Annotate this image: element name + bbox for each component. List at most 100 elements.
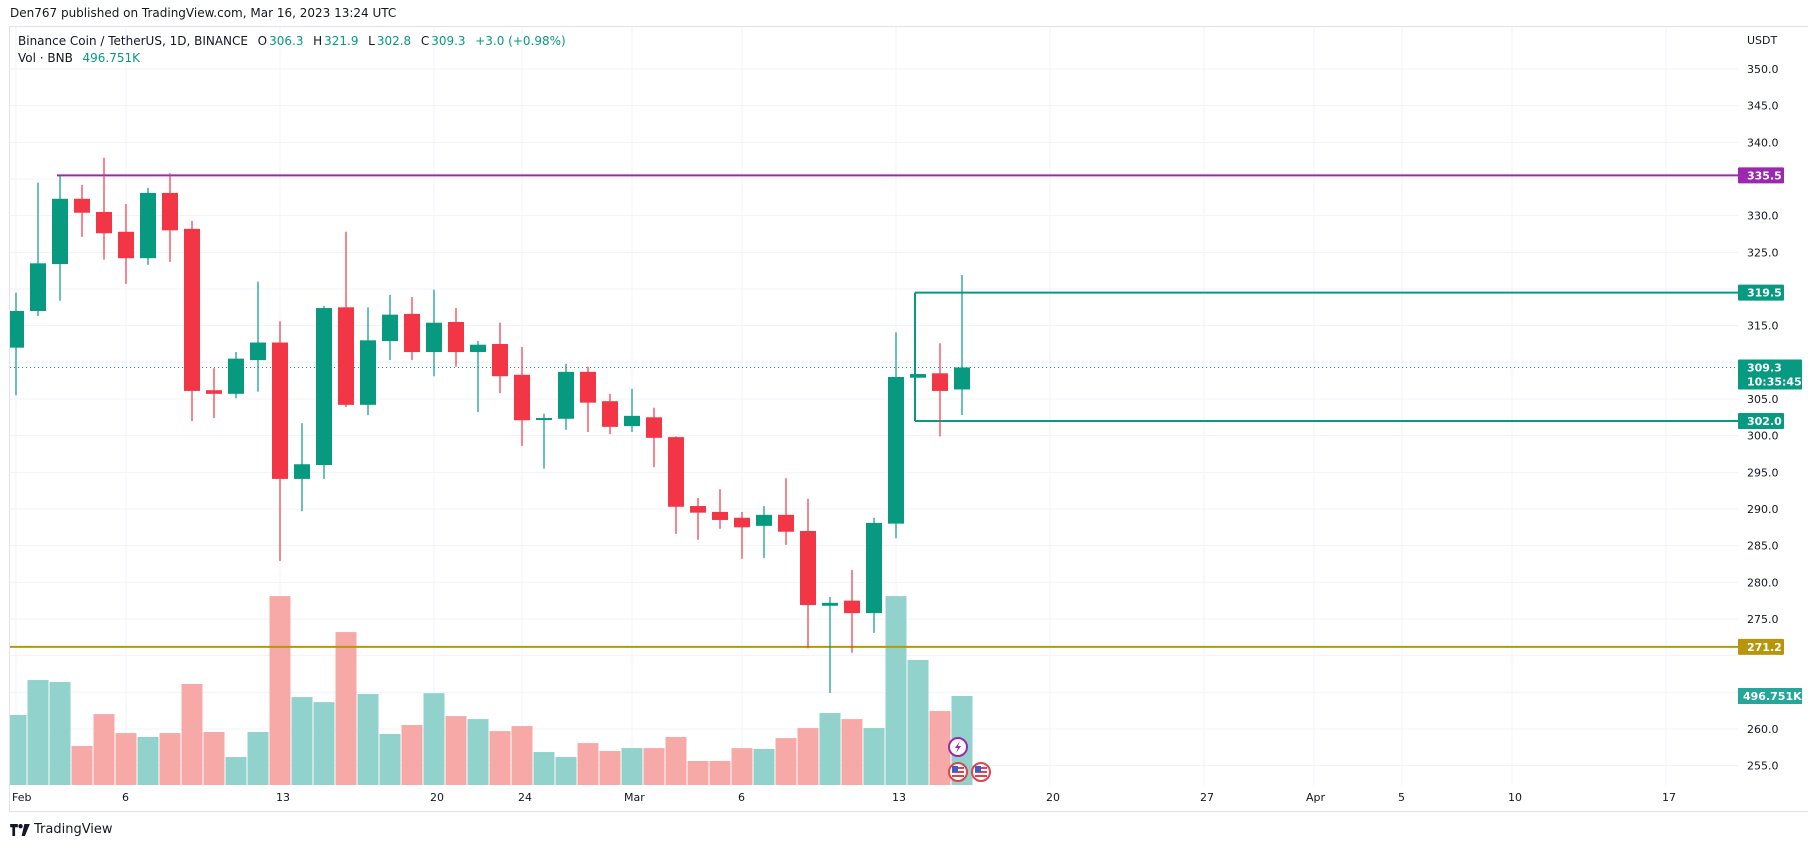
time-tick: Feb — [12, 791, 31, 804]
price-tick: 315.0 — [1747, 320, 1779, 333]
volume-label[interactable]: Vol · BNB — [18, 51, 73, 65]
candle — [756, 506, 772, 559]
candle — [778, 478, 794, 545]
candle — [580, 366, 596, 432]
volume-bar — [929, 711, 951, 785]
event-icons[interactable] — [948, 737, 991, 782]
horizontal-lines[interactable] — [10, 174, 1738, 648]
legend-line-main: Binance Coin / TetherUS, 1D, BINANCE O 30… — [18, 33, 568, 50]
symbol-title[interactable]: Binance Coin / TetherUS, 1D, BINANCE — [18, 34, 248, 48]
volume-value: 496.751K — [82, 51, 140, 65]
time-tick: 24 — [518, 791, 532, 804]
candle — [492, 322, 508, 394]
volume-bar — [445, 716, 467, 785]
candle — [10, 292, 24, 396]
candle — [206, 368, 222, 419]
us-flag-event-icon[interactable] — [971, 762, 991, 782]
price-tick: 330.0 — [1747, 210, 1779, 223]
price-tick: 300.0 — [1747, 430, 1779, 443]
volume-bar — [203, 731, 225, 785]
candle — [404, 297, 420, 361]
lightning-event-icon[interactable] — [948, 737, 968, 757]
low-value: 302.8 — [376, 34, 412, 48]
price-tick: 280.0 — [1747, 576, 1779, 589]
price-tick: 350.0 — [1747, 63, 1779, 76]
volume-bar — [687, 761, 709, 785]
candle — [294, 423, 310, 512]
volume-bar — [665, 737, 687, 785]
candle — [932, 343, 948, 437]
time-scale[interactable]: Feb 6 13 20 24 Mar 6 13 20 27 Apr 5 10 17 — [12, 791, 1676, 804]
volume-price-label: 496.751K — [1738, 688, 1802, 704]
candle — [228, 352, 244, 399]
volume-bar — [357, 694, 379, 785]
svg-text:271.2: 271.2 — [1747, 641, 1782, 654]
time-tick: 6 — [738, 791, 745, 804]
volume-bar — [775, 738, 797, 785]
open-label: O — [257, 34, 268, 48]
candle — [822, 596, 838, 694]
candle — [558, 363, 574, 430]
line-price-label: 335.5 — [1738, 167, 1784, 184]
time-tick: 5 — [1398, 791, 1405, 804]
price-scale[interactable]: USDT 350.0 345.0 340.0 330.0 325.0 315.0 305.0 3… — [1738, 27, 1808, 811]
volume-bar — [841, 719, 863, 785]
price-tick: 340.0 — [1747, 136, 1779, 149]
volume-bar — [797, 728, 819, 785]
volume-bar — [577, 743, 599, 785]
svg-text:302.0: 302.0 — [1747, 415, 1782, 428]
candle — [712, 489, 728, 529]
candle — [52, 175, 68, 301]
time-tick: 20 — [1046, 791, 1060, 804]
brand-name: TradingView — [34, 822, 113, 837]
svg-text:335.5: 335.5 — [1747, 169, 1782, 182]
time-tick: 27 — [1200, 791, 1214, 804]
volume-bar — [533, 752, 555, 785]
volume-bar — [621, 748, 643, 785]
volume-bar — [885, 596, 907, 785]
candle — [646, 407, 662, 468]
volume-bar — [863, 728, 885, 785]
candle — [316, 305, 332, 479]
price-tick: 285.0 — [1747, 540, 1779, 553]
candle — [602, 393, 618, 435]
line-price-label: 271.2 — [1738, 638, 1784, 655]
candle — [844, 569, 860, 653]
candle — [272, 321, 288, 562]
volume-bar — [181, 684, 203, 785]
volume-bar — [709, 761, 731, 785]
candle — [624, 388, 640, 432]
time-tick: 10 — [1508, 791, 1522, 804]
high-value: 321.9 — [324, 34, 359, 48]
volume-bar — [71, 745, 93, 785]
candle — [74, 184, 90, 237]
candle — [866, 517, 882, 633]
tradingview-logo[interactable]: TradingView — [10, 822, 113, 837]
candle — [96, 157, 112, 260]
volume-bar — [225, 757, 247, 785]
candle — [250, 281, 266, 392]
us-flag-event-icon[interactable] — [948, 762, 968, 782]
time-tick: Apr — [1306, 791, 1326, 804]
volume-bar — [489, 731, 511, 785]
price-tick: 255.0 — [1747, 760, 1779, 773]
time-tick: 6 — [122, 791, 129, 804]
candle — [910, 374, 926, 378]
volume-bar — [555, 757, 577, 785]
time-tick: 17 — [1662, 791, 1676, 804]
close-label: C — [420, 34, 430, 48]
svg-text:309.3: 309.3 — [1747, 361, 1782, 374]
open-value: 306.3 — [269, 34, 304, 48]
price-tick: 305.0 — [1747, 393, 1779, 406]
candle — [162, 173, 178, 262]
legend-line-volume: Vol · BNB 496.751K — [18, 50, 568, 67]
time-tick: 13 — [276, 791, 290, 804]
price-tick: 295.0 — [1747, 466, 1779, 479]
volume-bar — [467, 719, 489, 785]
volume-bar — [269, 596, 291, 785]
low-label: L — [368, 34, 375, 48]
candle — [184, 220, 200, 421]
line-price-label: 319.5 — [1738, 284, 1784, 301]
volume-bar — [27, 680, 49, 785]
